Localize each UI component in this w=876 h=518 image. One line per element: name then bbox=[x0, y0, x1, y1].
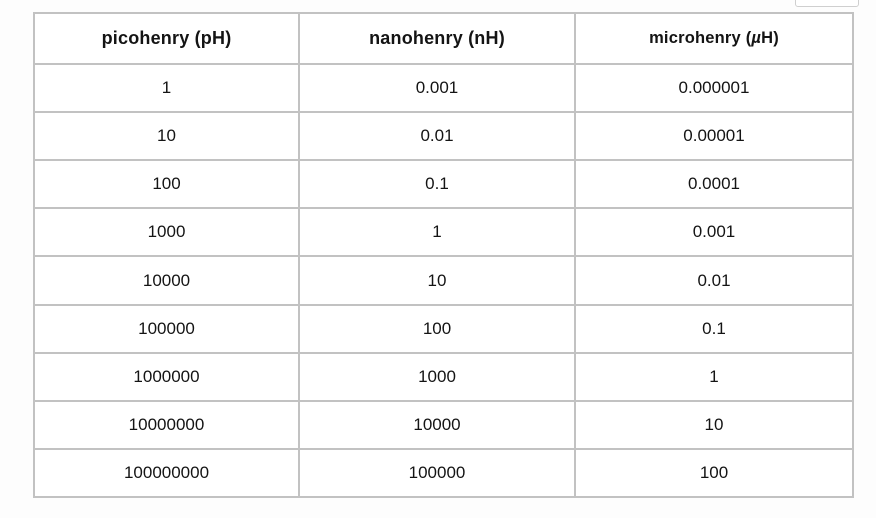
header-nanohenry: nanohenry (nH) bbox=[298, 11, 576, 66]
conversion-table: picohenry (pH) nanohenry (nH) microhenry… bbox=[33, 11, 854, 499]
table-cell: 100 bbox=[574, 447, 854, 499]
table-cell: 10000 bbox=[298, 399, 576, 450]
table-cell: 1 bbox=[574, 351, 854, 402]
table-cell: 0.1 bbox=[574, 303, 854, 354]
table-cell: 0.0001 bbox=[574, 159, 854, 210]
header-microhenry: microhenry (µH) bbox=[574, 11, 854, 66]
table-cell: 100 bbox=[298, 303, 576, 354]
table-header-row: picohenry (pH) nanohenry (nH) microhenry… bbox=[33, 11, 854, 66]
table-cell: 0.01 bbox=[298, 111, 576, 162]
table-cell: 10000 bbox=[33, 255, 300, 306]
mu-symbol: µ bbox=[751, 29, 762, 48]
table-cell: 1000000 bbox=[33, 351, 300, 402]
table-row: 1 0.001 0.000001 bbox=[33, 63, 854, 114]
header-picohenry: picohenry (pH) bbox=[33, 11, 300, 66]
table-row: 10000000 10000 10 bbox=[33, 399, 854, 450]
table-cell: 0.001 bbox=[298, 63, 576, 114]
table-row: 1000 1 0.001 bbox=[33, 207, 854, 258]
table-cell: 10 bbox=[33, 111, 300, 162]
table-cell: 10000000 bbox=[33, 399, 300, 450]
table-cell: 100000 bbox=[33, 303, 300, 354]
table-cell: 0.00001 bbox=[574, 111, 854, 162]
table-cell: 0.01 bbox=[574, 255, 854, 306]
table-row: 10000 10 0.01 bbox=[33, 255, 854, 306]
table-row: 100 0.1 0.0001 bbox=[33, 159, 854, 210]
header-microhenry-prefix: microhenry ( bbox=[649, 29, 752, 48]
table-row: 10 0.01 0.00001 bbox=[33, 111, 854, 162]
table-row: 100000 100 0.1 bbox=[33, 303, 854, 354]
header-microhenry-suffix: H) bbox=[761, 29, 779, 48]
table-cell: 0.000001 bbox=[574, 63, 854, 114]
table-cell: 1000 bbox=[298, 351, 576, 402]
table-cell: 100000 bbox=[298, 447, 576, 499]
cropped-top-right-button[interactable] bbox=[795, 0, 859, 7]
table-cell: 1 bbox=[298, 207, 576, 258]
table-cell: 100 bbox=[33, 159, 300, 210]
table-cell: 10 bbox=[574, 399, 854, 450]
table-cell: 0.001 bbox=[574, 207, 854, 258]
table-row: 1000000 1000 1 bbox=[33, 351, 854, 402]
table-cell: 1000 bbox=[33, 207, 300, 258]
table-cell: 100000000 bbox=[33, 447, 300, 499]
table-cell: 10 bbox=[298, 255, 576, 306]
table-cell: 1 bbox=[33, 63, 300, 114]
table-row: 100000000 100000 100 bbox=[33, 447, 854, 499]
table-cell: 0.1 bbox=[298, 159, 576, 210]
